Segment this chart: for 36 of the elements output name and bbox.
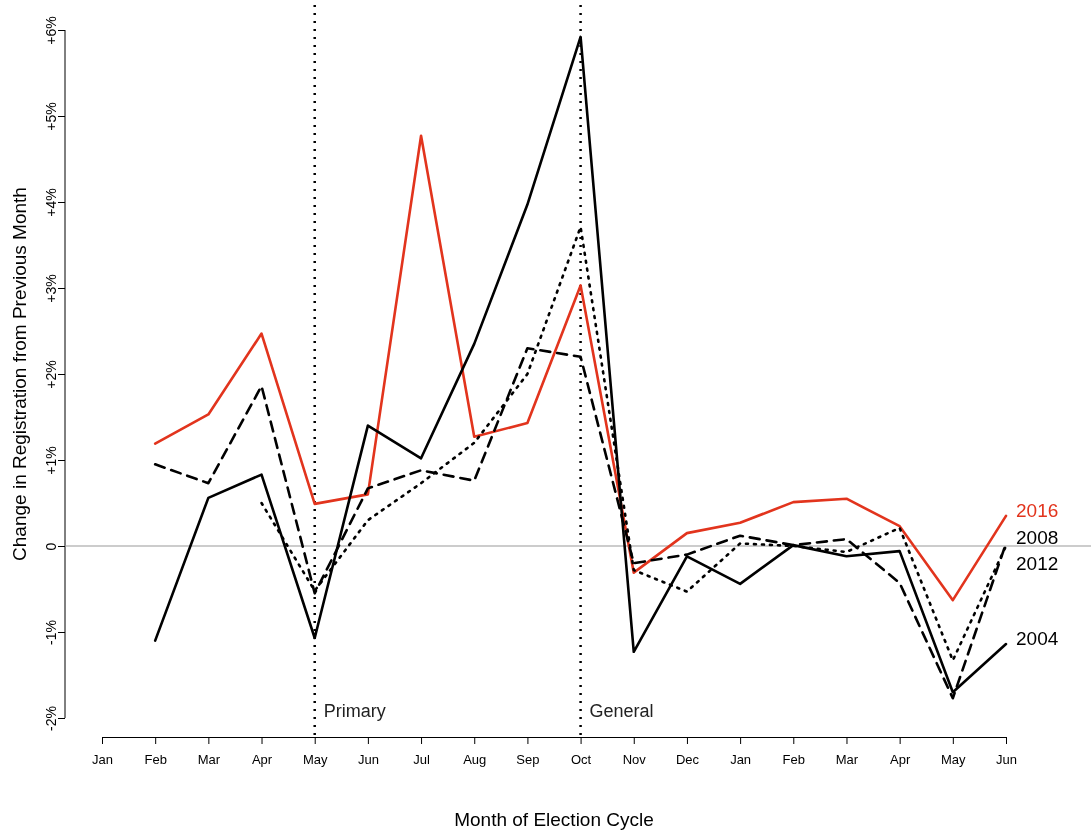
x-tick-label: Apr <box>890 751 911 767</box>
x-tick-label: May <box>941 751 967 767</box>
y-tick-label: +3% <box>42 274 59 303</box>
x-tick-label: Mar <box>835 751 859 767</box>
x-tick-label: Jun <box>357 751 379 767</box>
x-tick-label: Jan <box>730 751 752 767</box>
y-tick-label: -2% <box>42 706 59 731</box>
x-tick-label: Jul <box>413 751 430 767</box>
x-tick-label: Apr <box>251 751 273 767</box>
y-tick-label: +1% <box>42 446 59 475</box>
x-tick-label: Feb <box>782 751 805 767</box>
x-tick-label: Sep <box>516 751 540 767</box>
series-label: 2004 <box>1016 627 1059 649</box>
x-tick-label: Aug <box>463 751 487 767</box>
line-series <box>153 134 1008 602</box>
x-tick-label: Oct <box>570 751 592 767</box>
x-tick-label: Jan <box>92 751 113 767</box>
x-tick-label: Jun <box>996 751 1017 767</box>
y-tick-label: +2% <box>42 360 59 389</box>
y-axis-title: Change in Registration from Previous Month <box>9 187 30 561</box>
x-tick-label: Nov <box>622 751 647 767</box>
ref-line-label: General <box>589 701 654 721</box>
x-axis-title: Month of Election Cycle <box>454 809 654 830</box>
series-label: 2012 <box>1016 553 1059 575</box>
x-tick-label: Feb <box>144 751 167 767</box>
y-tick-label: +4% <box>42 188 59 217</box>
y-tick-label: +5% <box>42 102 59 131</box>
y-tick-label: -1% <box>42 620 59 645</box>
series-label: 2016 <box>1016 499 1059 521</box>
x-tick-label: Dec <box>675 751 700 767</box>
ref-line-label: Primary <box>323 701 386 721</box>
x-tick-label: May <box>302 751 328 767</box>
series-label: 2008 <box>1016 527 1059 549</box>
y-tick-label: +6% <box>42 16 59 45</box>
x-tick-label: Mar <box>197 751 221 767</box>
y-tick-label: 0 <box>42 542 59 551</box>
